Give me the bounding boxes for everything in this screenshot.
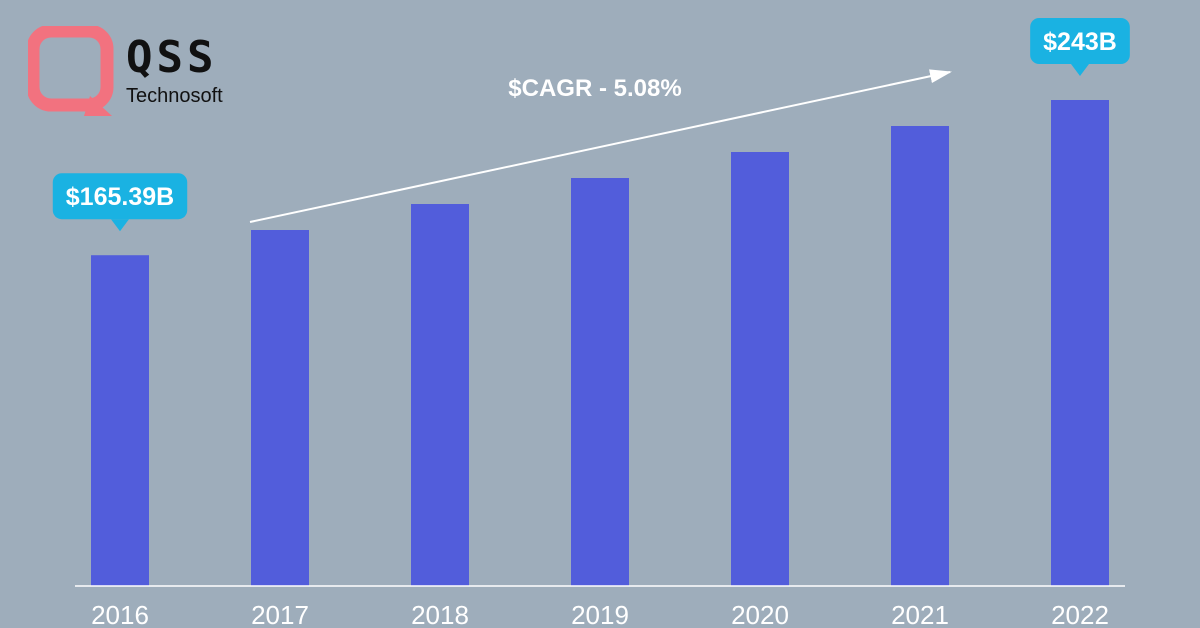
trend-arrow: [249, 69, 952, 223]
value-callouts: $165.39B $243B: [52, 18, 1130, 232]
callout-text: $165.39B: [66, 183, 174, 211]
trend-annotation: $CAGR - 5.08%: [249, 69, 952, 223]
value-callout-2022: $243B: [1030, 18, 1130, 76]
bar-2021: [891, 126, 949, 586]
x-tick-label: 2017: [251, 600, 309, 628]
callout-pointer: [111, 219, 129, 232]
bar-2019: [571, 178, 629, 586]
callout-pointer: [1071, 64, 1089, 76]
bar-2020: [731, 152, 789, 586]
bar-2016: [91, 255, 149, 586]
x-tick-labels: 2016 2017 2018 2019 2020 2021 2022: [91, 600, 1109, 628]
bar-series: [91, 100, 1109, 586]
bar-2018: [411, 204, 469, 586]
bar-2017: [251, 230, 309, 586]
trend-label: $CAGR - 5.08%: [508, 75, 681, 102]
value-callout-2016: $165.39B: [52, 173, 188, 232]
x-tick-label: 2021: [891, 600, 949, 628]
brand-subtitle: Technosoft: [126, 85, 223, 107]
brand-name: QSS: [126, 32, 218, 83]
x-tick-label: 2022: [1051, 600, 1109, 628]
q-logo-icon: [28, 26, 114, 116]
x-tick-label: 2020: [731, 600, 789, 628]
x-tick-label: 2018: [411, 600, 469, 628]
bar-2022: [1051, 100, 1109, 586]
callout-box: [1030, 18, 1130, 64]
x-tick-label: 2019: [571, 600, 629, 628]
callout-box: [52, 173, 188, 220]
brand-logo: QSS Technosoft: [28, 26, 268, 126]
callout-text: $243B: [1043, 28, 1117, 56]
x-tick-label: 2016: [91, 600, 149, 628]
